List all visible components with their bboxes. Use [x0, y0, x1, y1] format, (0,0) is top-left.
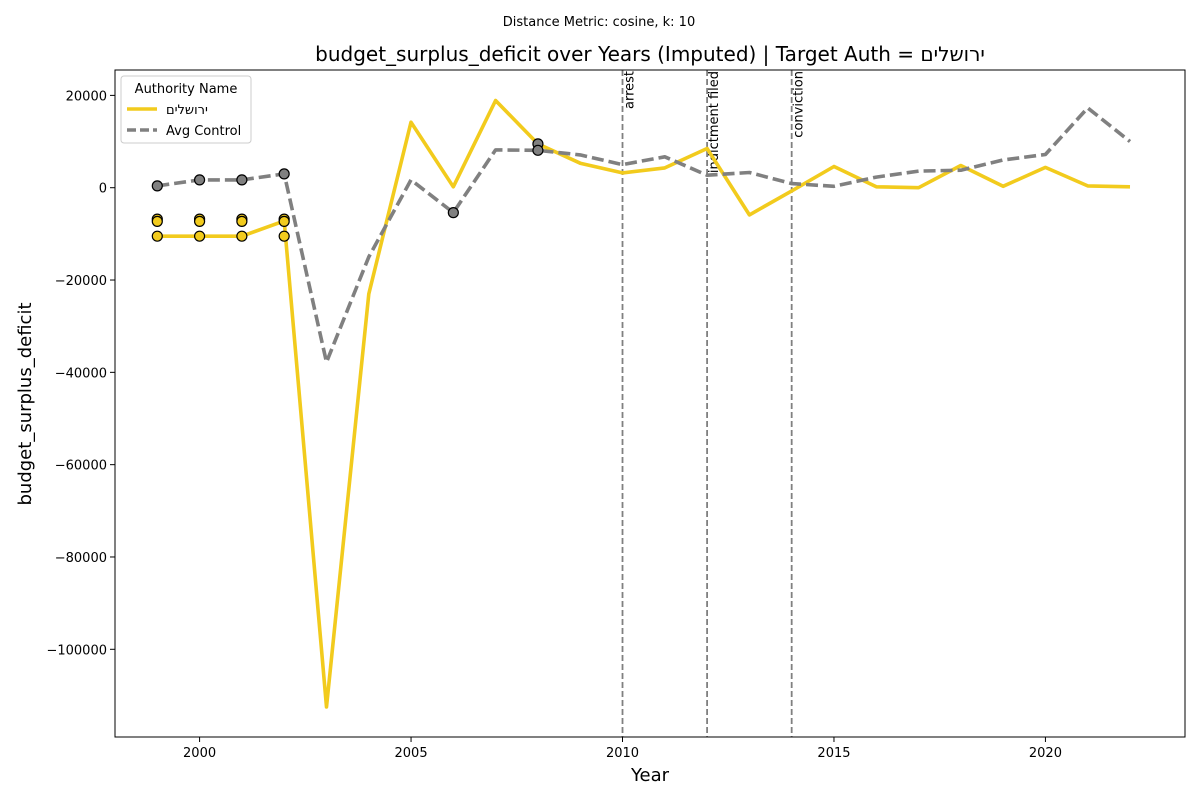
imputed-point — [193, 230, 206, 242]
x-tick-label: 2020 — [1029, 746, 1062, 761]
chart-suptitle: Distance Metric: cosine, k: 10 — [503, 15, 695, 30]
x-tick-label: 2015 — [817, 746, 850, 761]
y-tick-label: −100000 — [46, 643, 107, 658]
y-axis-label: budget_surplus_deficit — [15, 302, 36, 505]
legend-title: Authority Name — [135, 82, 238, 97]
x-tick-label: 2010 — [606, 746, 639, 761]
y-axis-ticks: 20000 0 −20000 −40000 −60000 −80000 −100000 — [46, 89, 115, 658]
x-tick-label: 2000 — [183, 746, 216, 761]
chart-title: budget_surplus_deficit over Years (Imput… — [315, 42, 985, 66]
series-lines — [157, 98, 1132, 709]
series-line-1 — [157, 106, 1132, 365]
legend: Authority Name ירושלים Avg Control — [120, 75, 252, 144]
legend-label-target: ירושלים — [166, 103, 208, 118]
series-line-0 — [157, 98, 1131, 709]
axes-frame — [114, 69, 1186, 738]
y-tick-label: −40000 — [55, 366, 107, 381]
imputed-point — [236, 230, 248, 242]
imputed-point — [236, 174, 248, 186]
plot-area: arrest indictment filed conviction — [151, 70, 1132, 737]
y-tick-label: −20000 — [55, 274, 107, 289]
imputed-point — [278, 230, 290, 242]
y-tick-label: 20000 — [66, 89, 107, 104]
imputed-point — [193, 215, 206, 228]
imputed-point — [193, 174, 206, 186]
event-label-0: arrest — [623, 71, 638, 109]
legend-box — [120, 75, 252, 144]
imputed-point — [236, 215, 248, 228]
imputed-point — [151, 230, 163, 242]
imputed-point — [151, 215, 163, 228]
imputed-point — [447, 207, 459, 219]
imputed-point — [532, 144, 544, 156]
event-label-2: conviction — [792, 71, 807, 138]
legend-label-avg-control: Avg Control — [166, 124, 241, 139]
x-axis-ticks: 2000 2005 2010 2015 2020 — [183, 737, 1062, 761]
imputed-point — [278, 215, 290, 228]
y-tick-label: 0 — [99, 182, 107, 197]
imputed-markers — [151, 138, 544, 242]
event-lines: arrest indictment filed conviction — [621, 70, 807, 737]
imputed-point — [278, 168, 290, 180]
imputed-point — [151, 180, 163, 192]
y-tick-label: −60000 — [55, 459, 107, 474]
y-tick-label: −80000 — [55, 551, 107, 566]
x-tick-label: 2005 — [395, 746, 428, 761]
x-axis-label: Year — [630, 765, 670, 786]
event-label-1: indictment filed — [707, 71, 722, 173]
